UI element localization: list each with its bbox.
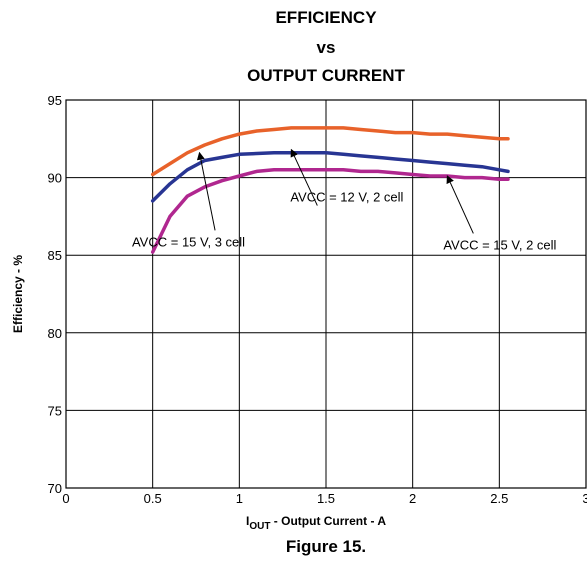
x-tick-label: 1.5	[317, 491, 335, 506]
y-tick-label: 75	[48, 403, 62, 418]
x-axis-label: IOUT - Output Current - A	[246, 514, 386, 532]
x-axis-label-main: I	[246, 514, 249, 528]
tick-labels: 0 0.5 1 1.5 2 2.5 3 70 75 80 85 90 95	[48, 93, 587, 506]
x-tick-label: 2	[409, 491, 416, 506]
annotation-arrow	[446, 175, 474, 234]
x-axis-label-rest: - Output Current - A	[270, 514, 386, 528]
grid-lines	[66, 100, 586, 488]
y-tick-label: 80	[48, 326, 62, 341]
series-line	[150, 168, 510, 254]
x-tick-label: 1	[236, 491, 243, 506]
annotation-label: AVCC = 15 V, 3 cell	[132, 234, 245, 249]
x-axis-label-sub: OUT	[249, 521, 270, 532]
y-tick-label: 95	[48, 93, 62, 108]
y-tick-label: 70	[48, 481, 62, 496]
x-tick-label: 0	[62, 491, 69, 506]
series-line	[150, 151, 510, 203]
annotation-arrow	[290, 148, 318, 206]
chart-title-line-1: EFFICIENCY	[275, 8, 377, 27]
annotations: AVCC = 12 V, 2 cell AVCC = 15 V, 3 cell AV…	[132, 148, 557, 252]
figure-caption: Figure 15.	[285, 537, 367, 556]
x-tick-label: 2.5	[490, 491, 508, 506]
chart-title-line-2: vs	[316, 38, 336, 57]
x-tick-label: 0.5	[144, 491, 162, 506]
plot-frame	[65, 99, 587, 489]
y-axis-label: Efficiency - %	[11, 255, 25, 333]
series-lines	[150, 126, 510, 254]
chart-title-line-3: OUTPUT CURRENT	[247, 66, 405, 85]
y-tick-label: 85	[48, 248, 62, 263]
y-tick-label: 90	[48, 171, 62, 186]
x-tick-label: 3	[582, 491, 587, 506]
annotation-label: AVCC = 12 V, 2 cell	[290, 190, 403, 205]
series-line	[150, 126, 510, 177]
annotation-label: AVCC = 15 V, 2 cell	[443, 237, 556, 252]
annotation-arrow	[196, 151, 216, 231]
